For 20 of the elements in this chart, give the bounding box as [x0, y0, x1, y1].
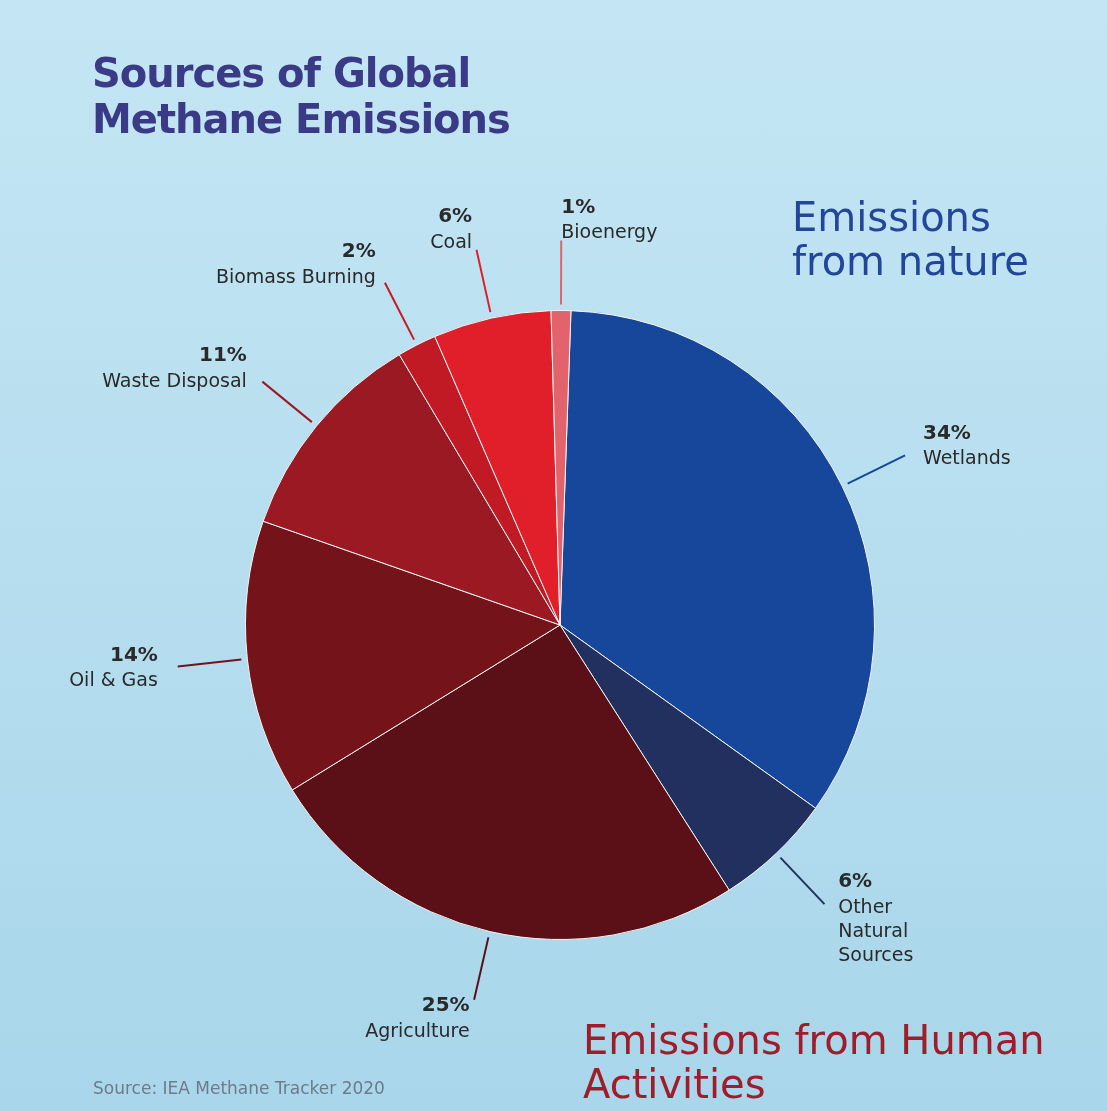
data-label: 6%: [838, 867, 873, 892]
data-label: 11%: [198, 342, 247, 367]
data-label: 1%: [561, 193, 596, 218]
slice-label: Wetlands: [923, 446, 1011, 469]
slice-label: Waste Disposal: [102, 368, 247, 391]
data-label: 25%: [421, 992, 470, 1017]
slice-label: Oil & Gas: [69, 668, 158, 691]
data-label: 34%: [923, 419, 971, 444]
slice-label: Biomass Burning: [215, 264, 376, 287]
data-label: 6%: [438, 203, 473, 228]
slice-label: Bioenergy: [561, 220, 658, 243]
text: Emissions from Human Activities: [583, 1017, 1046, 1107]
data-label: 2%: [341, 238, 376, 263]
source-note: Source: IEA Methane Tracker 2020: [93, 1078, 385, 1098]
slice-label: Coal: [430, 230, 473, 253]
data-label: 14%: [109, 641, 158, 666]
text: Emissions from nature: [792, 194, 1030, 284]
slice-label: Agriculture: [365, 1019, 470, 1042]
slice-label: Other Natural Sources: [838, 894, 914, 965]
chart-title: Sources of Global Methane Emissions: [92, 50, 511, 142]
